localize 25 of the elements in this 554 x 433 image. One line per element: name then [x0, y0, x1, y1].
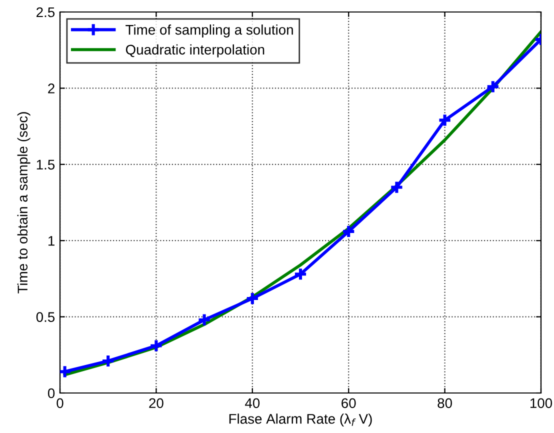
point — [293, 267, 308, 282]
point — [342, 224, 356, 239]
y-tick-label: 2 — [48, 84, 54, 94]
x-tick-label: 40 — [244, 398, 260, 408]
point — [245, 291, 260, 306]
point — [101, 354, 116, 368]
y-tick-label: 1.5 — [36, 160, 55, 170]
point — [149, 338, 164, 353]
x-tick-label: 100 — [530, 398, 552, 408]
x-tick-label: 80 — [438, 398, 452, 408]
x-tick-label: 60 — [342, 398, 356, 408]
point — [486, 80, 500, 94]
legend-label: Time of sampling a solution — [126, 24, 293, 38]
point — [197, 312, 212, 327]
y-tick-label: 2.5 — [36, 7, 55, 18]
point — [390, 180, 404, 194]
y-tick-label: 0.5 — [36, 312, 55, 322]
y-tick-label: 0 — [48, 388, 55, 398]
point — [438, 113, 452, 128]
y-axis-title: Time to obtain a sample (sec) — [17, 112, 30, 294]
y-tick-label: 1 — [48, 236, 54, 246]
x-tick-label: 0 — [56, 398, 64, 408]
x-tick-label: 20 — [149, 398, 164, 408]
legend-label: Quadratic interpolation — [126, 44, 264, 58]
x-axis-title: Flase Alarm Rate (λ$_{f}$ V) — [229, 414, 372, 427]
